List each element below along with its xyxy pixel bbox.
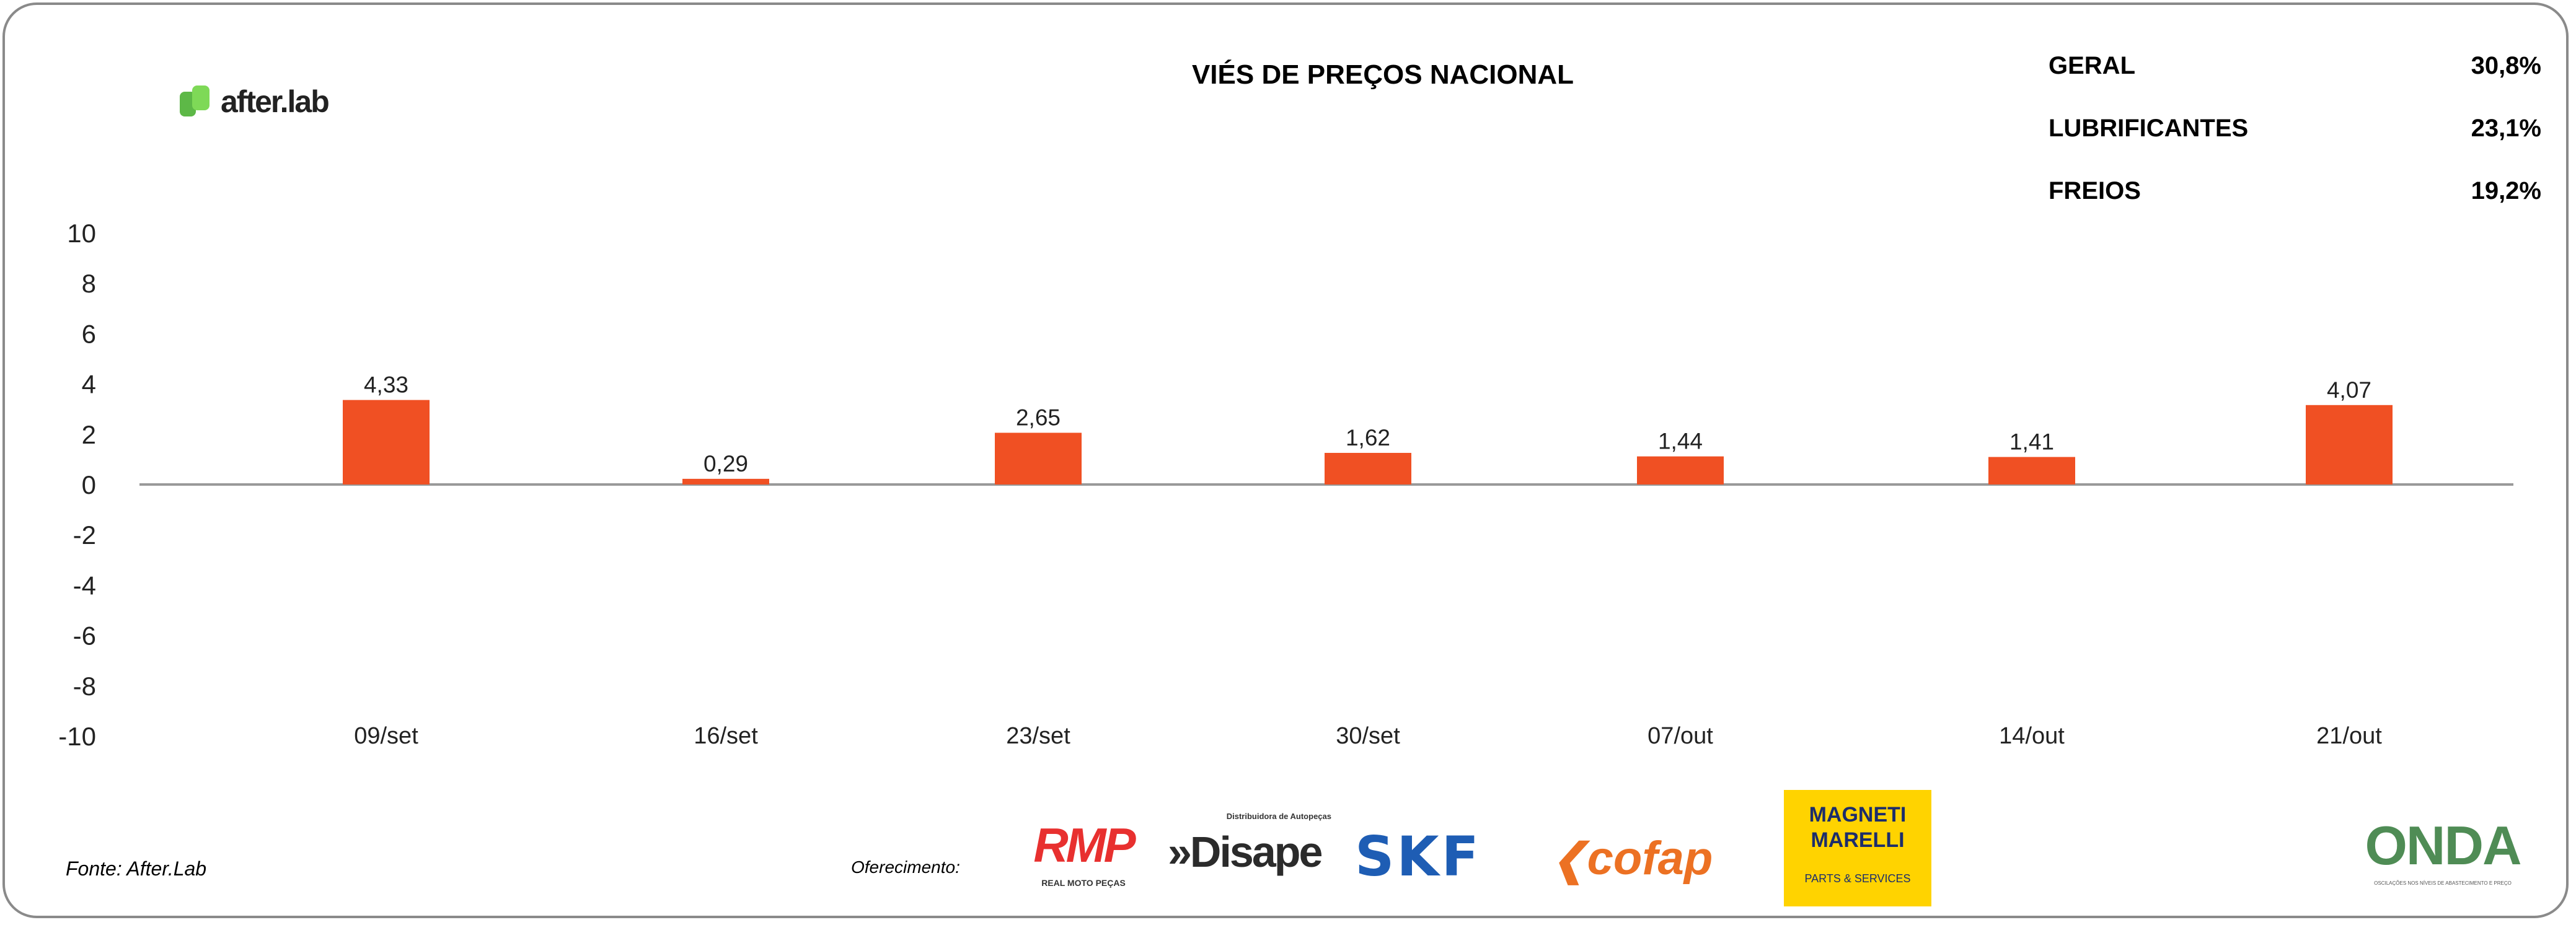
bar — [1988, 457, 2075, 484]
y-tick-label: -10 — [58, 722, 96, 751]
disape-logo: Distribuidora de Autopeças »Disape — [1168, 812, 1331, 878]
data-label: 4,07 — [2327, 377, 2371, 403]
cofap-logo: ❮cofap — [1551, 830, 1713, 887]
data-label: 1,41 — [2009, 429, 2054, 455]
y-tick-label: 8 — [82, 269, 96, 298]
brand-name: after.lab — [221, 84, 330, 119]
rmp-logo-sub: REAL MOTO PEÇAS — [1041, 877, 1126, 888]
magneti-logo-text: MAGNETI MARELLI — [1809, 803, 1907, 852]
onda-logo: ONDA OSCILAÇÕES NOS NÍVEIS DE ABASTECIME… — [2355, 813, 2530, 887]
bar — [682, 478, 769, 484]
chart-title: VIÉS DE PREÇOS NACIONAL — [1191, 59, 1574, 90]
stat-label-freios: FREIOS — [2049, 177, 2141, 204]
x-tick-label: 30/set — [1336, 723, 1400, 749]
x-tick-label: 07/out — [1647, 723, 1713, 749]
x-tick-label: 23/set — [1006, 723, 1070, 749]
source-note: Fonte: After.Lab — [66, 857, 207, 880]
cofap-chevron-icon: ❮ — [1551, 835, 1587, 883]
y-tick-label: 0 — [82, 470, 96, 499]
y-tick-label: -2 — [73, 520, 96, 550]
magneti-marelli-logo: MAGNETI MARELLI PARTS & SERVICES — [1784, 790, 1931, 906]
rmp-logo: RMP REAL MOTO PEÇAS — [1021, 817, 1145, 888]
data-label: 0,29 — [704, 451, 748, 476]
stat-label-lubrificantes: LUBRIFICANTES — [2049, 115, 2249, 142]
data-label: 1,62 — [1346, 425, 1390, 450]
disape-logo-sub: Distribuidora de Autopeças — [1226, 812, 1331, 821]
y-tick-label: 6 — [82, 319, 96, 348]
bar — [1637, 456, 1724, 484]
stat-value-lubrificantes: 23,1% — [2471, 115, 2541, 142]
onda-logo-text: ONDA — [2365, 815, 2521, 876]
bar — [995, 432, 1082, 484]
bar — [2306, 405, 2393, 484]
y-tick-label: -8 — [73, 672, 96, 701]
stat-value-geral: 30,8% — [2471, 52, 2541, 79]
bar — [1325, 452, 1411, 484]
afterlab-logo: after.lab — [177, 83, 330, 120]
y-tick-label: 2 — [82, 420, 96, 449]
x-tick-label: 09/set — [354, 723, 418, 749]
cofap-logo-text: cofap — [1587, 832, 1713, 885]
x-tick-label: 21/out — [2316, 723, 2382, 749]
y-tick-label: -4 — [73, 571, 96, 600]
data-label: 4,33 — [364, 372, 408, 398]
skf-logo: SKF — [1355, 825, 1481, 888]
data-label: 2,65 — [1016, 405, 1061, 431]
magneti-logo-sub: PARTS & SERVICES — [1804, 872, 1911, 885]
x-tick-label: 16/set — [694, 723, 758, 749]
onda-logo-sub: OSCILAÇÕES NOS NÍVEIS DE ABASTECIMENTO E… — [2374, 880, 2512, 886]
stat-value-freios: 19,2% — [2471, 177, 2541, 204]
y-tick-label: 4 — [82, 370, 96, 399]
afterlab-logo-icon — [180, 85, 210, 116]
disape-logo-text: »Disape — [1168, 827, 1323, 876]
y-tick-label: 10 — [67, 219, 96, 248]
sponsor-label: Oferecimento: — [851, 857, 960, 877]
rmp-logo-text: RMP — [1033, 818, 1136, 872]
data-label: 1,44 — [1658, 429, 1703, 454]
stat-label-geral: GERAL — [2049, 52, 2135, 79]
bar — [343, 400, 430, 484]
x-tick-label: 14/out — [1999, 723, 2065, 749]
y-tick-label: -6 — [73, 621, 96, 651]
